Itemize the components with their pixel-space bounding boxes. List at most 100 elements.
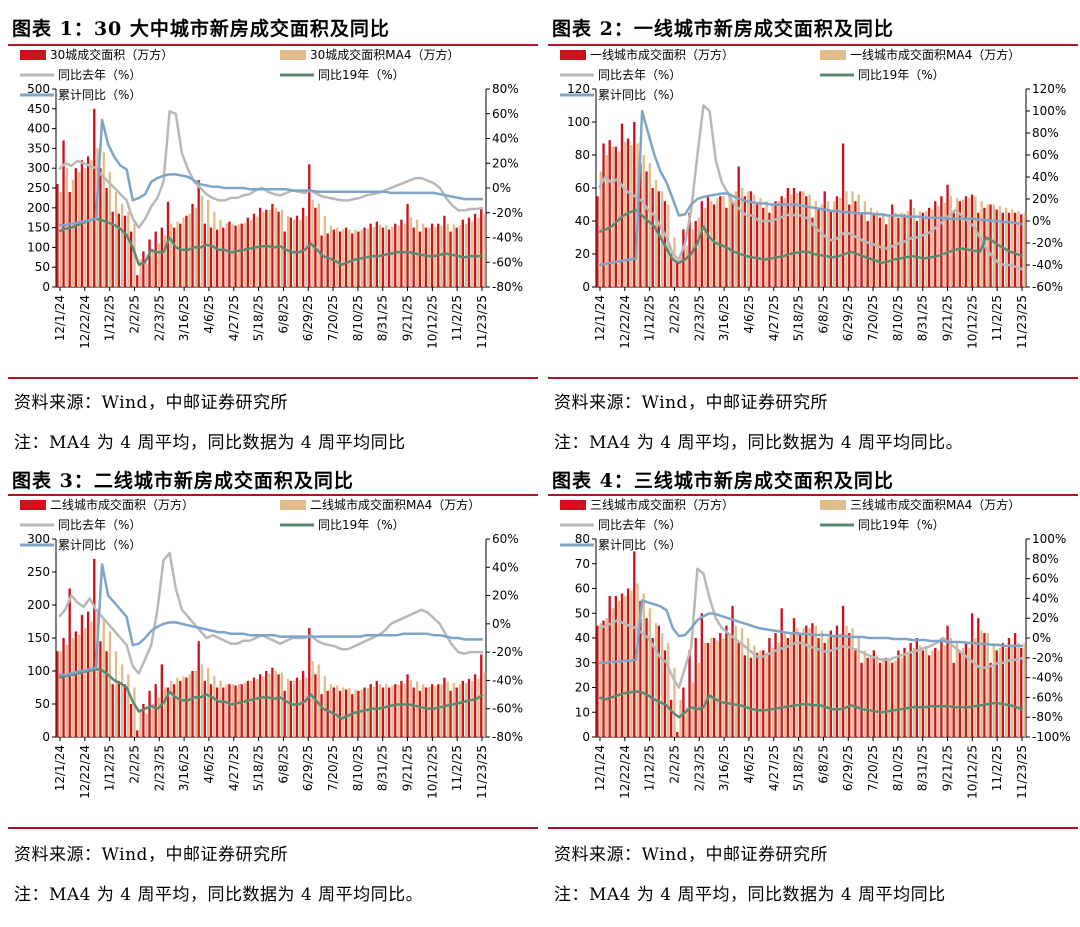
ma4-bar xyxy=(188,674,191,737)
weekly-bar xyxy=(995,209,998,287)
weekly-bar xyxy=(891,662,894,737)
x-tick-label: 12/22/24 xyxy=(78,295,92,349)
ma4-bar xyxy=(765,652,768,737)
ma4-bar xyxy=(317,203,320,287)
weekly-bar xyxy=(228,684,231,737)
y-tick-label-left: 150 xyxy=(27,221,50,235)
weekly-bar xyxy=(209,227,213,287)
weekly-bar xyxy=(185,677,188,737)
ma4-bar xyxy=(121,203,124,287)
weekly-bar xyxy=(749,657,753,737)
ma4-bar xyxy=(151,704,155,737)
ma4-bar xyxy=(348,688,351,737)
weekly-bar xyxy=(817,638,820,737)
legend-label: 一线城市成交面积（万方） xyxy=(590,47,734,62)
weekly-bar xyxy=(154,231,157,287)
weekly-bar xyxy=(74,168,77,287)
weekly-bar xyxy=(301,207,305,287)
ma4-bar xyxy=(440,684,443,737)
ma4-bar xyxy=(679,699,682,737)
weekly-bar xyxy=(160,227,163,287)
weekly-bar xyxy=(338,690,342,737)
chart-title-3: 图表 3：二线城市新房成交面积及同比 xyxy=(12,470,354,492)
ma4-bar xyxy=(465,682,468,737)
ma4-bar xyxy=(213,211,216,287)
y-tick-label-left: 100 xyxy=(27,240,50,254)
ma4-bar xyxy=(740,188,744,287)
ma4-bar xyxy=(722,196,725,287)
x-tick-label: 7/20/25 xyxy=(866,295,880,341)
weekly-bar xyxy=(614,146,617,287)
weekly-bar xyxy=(68,588,71,737)
ma4-bar xyxy=(685,707,688,737)
ma4-bar xyxy=(213,676,216,737)
weekly-bar xyxy=(952,662,955,737)
weekly-bar xyxy=(418,690,421,737)
yoy-last-year-line xyxy=(58,551,483,675)
weekly-bar xyxy=(412,687,415,737)
weekly-bar xyxy=(774,633,777,737)
weekly-bar xyxy=(829,630,832,737)
legend-label: 二线城市成交面积MA4（万方） xyxy=(310,497,480,512)
y-tick-label-right: -20% xyxy=(1032,651,1063,665)
weekly-bar xyxy=(271,667,274,737)
x-tick-label: 6/8/25 xyxy=(276,295,290,334)
x-tick-label: 10/12/25 xyxy=(425,295,439,349)
weekly-bar xyxy=(596,625,599,737)
ma4-bar xyxy=(894,212,897,287)
ma4-bar xyxy=(949,196,953,287)
ma4-bar xyxy=(268,209,271,287)
title-rule xyxy=(548,494,1078,496)
ma4-bar xyxy=(992,204,996,287)
weekly-bar xyxy=(117,213,120,287)
x-tick-label: 6/29/25 xyxy=(841,745,855,791)
ma4-bar xyxy=(182,676,185,737)
ma4-bar xyxy=(329,225,333,287)
bottom-rule xyxy=(548,827,1078,829)
ma4-bar xyxy=(446,223,449,287)
x-tick-label: 11/2/25 xyxy=(450,745,464,791)
ma4-bar xyxy=(164,687,167,737)
weekly-bar xyxy=(418,231,421,287)
y-tick-label-left: 50 xyxy=(35,697,50,711)
x-tick-label: 8/10/25 xyxy=(891,745,905,791)
y-tick-label-left: 50 xyxy=(575,606,590,620)
ma4-bar xyxy=(250,680,253,737)
ma4-bar xyxy=(379,684,382,737)
ma4-bar xyxy=(336,227,339,287)
weekly-bar xyxy=(620,593,624,737)
ma4-bar xyxy=(882,657,885,737)
footnote-4: 注：MA4 为 4 周平均，同比数据为 4 周平均同比 xyxy=(554,885,946,905)
ma4-bar xyxy=(243,682,247,737)
weekly-bar xyxy=(308,628,311,737)
y-tick-label-right: -40% xyxy=(492,231,523,245)
weekly-bar xyxy=(400,680,403,737)
y-tick-label-left: 120 xyxy=(567,82,590,96)
ma4-bar xyxy=(992,642,996,737)
ma4-bar xyxy=(888,660,891,737)
y-tick-label-right: 60% xyxy=(1032,148,1059,162)
ma4-bar xyxy=(90,160,93,287)
weekly-bar xyxy=(946,184,949,287)
weekly-bar xyxy=(755,652,759,737)
weekly-bar xyxy=(363,687,366,737)
weekly-bar xyxy=(99,641,102,737)
y-tick-label-right: -20% xyxy=(492,206,523,220)
weekly-bar xyxy=(964,642,968,737)
x-tick-label: 6/8/25 xyxy=(816,745,830,784)
weekly-bar xyxy=(872,212,875,287)
y-tick-label-right: 100% xyxy=(1032,104,1066,118)
x-tick-label: 8/10/25 xyxy=(351,295,365,341)
weekly-bar xyxy=(129,231,133,287)
ma4-bar xyxy=(925,211,928,287)
y-tick-label-left: 30 xyxy=(575,656,590,670)
weekly-bar xyxy=(731,605,734,737)
ma4-bar xyxy=(299,680,302,737)
ma4-bar xyxy=(790,194,793,287)
weekly-bar xyxy=(743,196,746,287)
ma4-bar xyxy=(1023,642,1026,737)
x-tick-label: 5/18/25 xyxy=(792,295,806,341)
ma4-bar xyxy=(127,211,130,287)
x-tick-label: 2/23/25 xyxy=(692,295,706,341)
weekly-bar xyxy=(197,641,200,737)
